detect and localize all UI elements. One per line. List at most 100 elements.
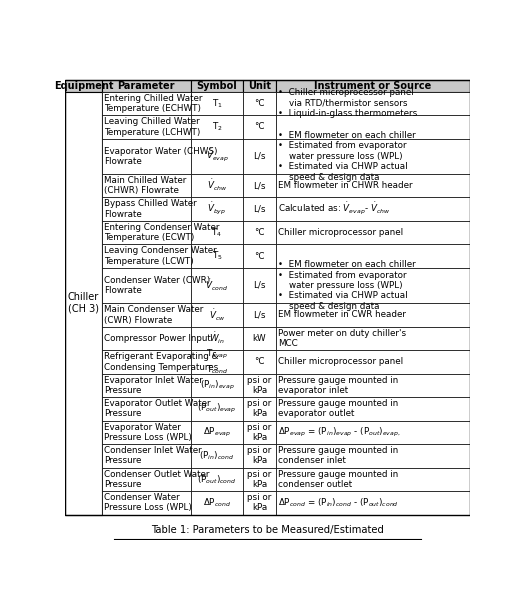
Text: Evaporator Outlet Water
Pressure: Evaporator Outlet Water Pressure bbox=[104, 399, 210, 418]
Text: EM flowmeter in CHWR header: EM flowmeter in CHWR header bbox=[278, 181, 412, 190]
Text: Bypass Chilled Water
Flowrate: Bypass Chilled Water Flowrate bbox=[104, 199, 196, 219]
Text: L/s: L/s bbox=[253, 181, 266, 190]
Text: Chiller microprocessor panel: Chiller microprocessor panel bbox=[278, 358, 403, 366]
Bar bbox=[191, 221, 243, 245]
Text: °C: °C bbox=[254, 228, 265, 237]
Bar bbox=[243, 491, 276, 515]
Bar bbox=[276, 397, 470, 421]
Bar bbox=[102, 221, 191, 245]
Bar bbox=[102, 197, 191, 221]
Text: Condenser Water
Pressure Loss (WPL): Condenser Water Pressure Loss (WPL) bbox=[104, 493, 192, 512]
Text: °C: °C bbox=[254, 251, 265, 260]
Bar bbox=[276, 421, 470, 444]
Bar bbox=[276, 268, 470, 303]
Text: psi or
kPa: psi or kPa bbox=[247, 446, 271, 466]
Bar bbox=[243, 327, 276, 350]
Bar bbox=[102, 421, 191, 444]
Bar bbox=[102, 350, 191, 373]
Bar bbox=[191, 92, 243, 115]
Bar bbox=[243, 268, 276, 303]
Bar bbox=[243, 397, 276, 421]
Bar bbox=[102, 92, 191, 115]
Text: Chiller microprocessor panel: Chiller microprocessor panel bbox=[278, 228, 403, 237]
Bar bbox=[102, 268, 191, 303]
Bar bbox=[243, 115, 276, 138]
Bar bbox=[243, 138, 276, 174]
Text: (P$_{in}$)$_{cond}$: (P$_{in}$)$_{cond}$ bbox=[199, 450, 234, 462]
Bar bbox=[65, 92, 102, 515]
Bar bbox=[276, 303, 470, 327]
Text: T$_{evap}$
T$_{cond}$: T$_{evap}$ T$_{cond}$ bbox=[206, 348, 228, 376]
Text: T$_2$: T$_2$ bbox=[211, 121, 222, 133]
Text: $\dot{V}_{chw}$: $\dot{V}_{chw}$ bbox=[207, 178, 227, 193]
Bar bbox=[191, 245, 243, 268]
Text: Entering Condenser Water
Temperature (ECWT): Entering Condenser Water Temperature (EC… bbox=[104, 223, 219, 242]
Bar bbox=[191, 373, 243, 397]
Text: $\Delta$P$_{cond}$: $\Delta$P$_{cond}$ bbox=[203, 497, 231, 509]
Bar bbox=[276, 138, 470, 174]
Bar bbox=[276, 350, 470, 373]
Text: Compressor Power Input: Compressor Power Input bbox=[104, 334, 210, 343]
Bar bbox=[191, 467, 243, 491]
Bar bbox=[243, 174, 276, 197]
Bar bbox=[191, 115, 243, 138]
Bar bbox=[65, 80, 102, 92]
Text: $\Delta$P$_{evap}$ = (P$_{in}$)$_{evap}$ - (P$_{out}$)$_{evap,}$: $\Delta$P$_{evap}$ = (P$_{in}$)$_{evap}$… bbox=[278, 426, 400, 439]
Text: Pressure gauge mounted in
evaporator inlet: Pressure gauge mounted in evaporator inl… bbox=[278, 376, 398, 395]
Text: L/s: L/s bbox=[253, 205, 266, 214]
Text: Condenser Inlet Water
Pressure: Condenser Inlet Water Pressure bbox=[104, 446, 201, 466]
Text: °C: °C bbox=[254, 358, 265, 366]
Bar bbox=[102, 373, 191, 397]
Bar bbox=[276, 491, 470, 515]
Text: Evaporator Water
Pressure Loss (WPL): Evaporator Water Pressure Loss (WPL) bbox=[104, 422, 192, 442]
Text: $\dot{V}_{cond}$: $\dot{V}_{cond}$ bbox=[206, 278, 229, 293]
Text: T$_1$: T$_1$ bbox=[211, 97, 222, 110]
Text: Entering Chilled Water
Temperature (ECHWT): Entering Chilled Water Temperature (ECHW… bbox=[104, 93, 202, 113]
Text: psi or
kPa: psi or kPa bbox=[247, 376, 271, 395]
Text: Chiller
(CH 3): Chiller (CH 3) bbox=[68, 292, 99, 314]
Text: Power meter on duty chiller's
MCC: Power meter on duty chiller's MCC bbox=[278, 328, 406, 348]
Text: Parameter: Parameter bbox=[117, 81, 175, 90]
Bar bbox=[191, 174, 243, 197]
Bar bbox=[243, 444, 276, 467]
Bar bbox=[243, 373, 276, 397]
Bar bbox=[243, 303, 276, 327]
Bar bbox=[191, 421, 243, 444]
Bar bbox=[102, 444, 191, 467]
Bar bbox=[276, 174, 470, 197]
Bar bbox=[276, 221, 470, 245]
Bar bbox=[191, 80, 243, 92]
Text: L/s: L/s bbox=[253, 310, 266, 319]
Bar bbox=[276, 245, 470, 268]
Bar bbox=[191, 397, 243, 421]
Bar bbox=[276, 92, 470, 115]
Text: $\dot{W}_{in}$: $\dot{W}_{in}$ bbox=[209, 331, 225, 346]
Bar bbox=[191, 327, 243, 350]
Text: Calculated as: $\dot{V}_{evap}$- $\dot{V}_{chw}$: Calculated as: $\dot{V}_{evap}$- $\dot{V… bbox=[278, 201, 390, 217]
Text: Table 1: Parameters to be Measured/Estimated: Table 1: Parameters to be Measured/Estim… bbox=[151, 526, 384, 535]
Bar bbox=[191, 491, 243, 515]
Text: Condenser Outlet Water
Pressure: Condenser Outlet Water Pressure bbox=[104, 470, 209, 489]
Text: Equipment: Equipment bbox=[54, 81, 113, 90]
Text: (P$_{out}$)$_{evap}$: (P$_{out}$)$_{evap}$ bbox=[197, 402, 236, 415]
Text: T$_5$: T$_5$ bbox=[211, 250, 222, 262]
Bar bbox=[191, 138, 243, 174]
Text: Symbol: Symbol bbox=[197, 81, 238, 90]
Bar bbox=[243, 221, 276, 245]
Text: psi or
kPa: psi or kPa bbox=[247, 422, 271, 442]
Text: Leaving Chilled Water
Temperature (LCHWT): Leaving Chilled Water Temperature (LCHWT… bbox=[104, 117, 200, 137]
Bar bbox=[243, 245, 276, 268]
Bar bbox=[243, 421, 276, 444]
Text: Refrigerant Evaporating &
Condensing Temperatures: Refrigerant Evaporating & Condensing Tem… bbox=[104, 352, 218, 371]
Text: Pressure gauge mounted in
evaporator outlet: Pressure gauge mounted in evaporator out… bbox=[278, 399, 398, 418]
Bar bbox=[276, 467, 470, 491]
Bar bbox=[102, 245, 191, 268]
Text: psi or
kPa: psi or kPa bbox=[247, 493, 271, 512]
Bar bbox=[276, 444, 470, 467]
Bar bbox=[102, 327, 191, 350]
Text: T$_4$: T$_4$ bbox=[211, 226, 222, 239]
Text: Main Chilled Water
(CHWR) Flowrate: Main Chilled Water (CHWR) Flowrate bbox=[104, 176, 186, 195]
Text: Condenser Water (CWR)
Flowrate: Condenser Water (CWR) Flowrate bbox=[104, 276, 210, 295]
Text: $\dot{V}_{evap}$: $\dot{V}_{evap}$ bbox=[206, 148, 228, 164]
Text: Main Condenser Water
(CWR) Flowrate: Main Condenser Water (CWR) Flowrate bbox=[104, 305, 203, 325]
